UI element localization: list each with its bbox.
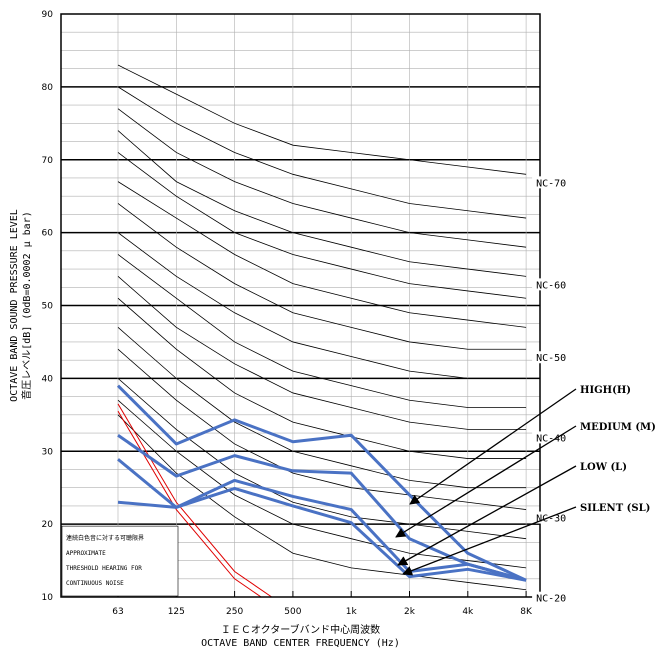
operation-mode-series	[116, 384, 527, 582]
x-tick-label: 4k	[462, 607, 474, 617]
x-tick-label: 125	[168, 607, 185, 617]
x-tick-labels: 63 125 250 500 1k 2k 4k 8K	[112, 607, 533, 617]
mode-series-line	[117, 486, 527, 582]
callout-arrow	[402, 506, 577, 576]
callout-arrow	[397, 465, 577, 566]
nc-curve-line	[117, 232, 527, 379]
nc-curve-line	[117, 86, 527, 219]
threshold-curve-line	[117, 403, 272, 598]
mode-series-line	[116, 384, 527, 582]
plot-frame	[60, 13, 541, 598]
y-tick-label: 40	[42, 374, 54, 384]
nc-curve-label: NC-70	[536, 178, 566, 189]
nc-curve-line	[117, 414, 527, 591]
y-axis-label-en: OCTAVE BAND SOUND PRESSURE LEVEL	[9, 209, 20, 402]
threshold-curve-line	[117, 410, 262, 598]
nc-label-bg	[532, 176, 573, 189]
nc-curve-line	[117, 254, 527, 408]
nc-curve-label: NC-60	[536, 280, 566, 291]
mode-series-line	[117, 433, 527, 582]
threshold-note-line: 連続白色音に対する可聴限界	[66, 534, 144, 542]
threshold-note: 連続白色音に対する可聴限界 APPROXIMATE THRESHOLD HEAR…	[61, 525, 179, 597]
threshold-note-line: APPROXIMATE	[66, 550, 106, 557]
y-tick-label: 60	[42, 229, 54, 239]
nc-curve-line	[117, 152, 527, 299]
mode-callouts: HIGH(H) MEDIUM (M) LOW (L) SILENT (SL)	[395, 385, 656, 576]
mode-label: MEDIUM (M)	[580, 422, 656, 433]
nc-curve-line	[117, 378, 527, 540]
callout-arrow	[395, 425, 577, 538]
threshold-note-line: CONTINUOUS NOISE	[66, 580, 124, 587]
mode-label: HIGH(H)	[580, 385, 631, 396]
x-tick-label: 63	[112, 607, 123, 617]
y-tick-label: 20	[42, 520, 54, 530]
mode-label: SILENT (SL)	[580, 503, 650, 514]
threshold-note-box	[61, 525, 179, 597]
nc-curve-labels: NC-70 NC-60 NC-50 NC-40 NC-30 NC-20	[532, 176, 573, 605]
nc-curve-line	[117, 181, 527, 328]
nc-curve-line	[117, 297, 527, 459]
nc-curve-line	[117, 327, 527, 489]
x-tick-label: 8K	[520, 607, 533, 617]
callout-arrow	[409, 388, 577, 505]
nc-curve-line	[117, 108, 527, 248]
x-tick-label: 2k	[404, 607, 416, 617]
nc-curve-line	[117, 276, 527, 430]
nc-curve-line	[117, 130, 527, 277]
x-tick-label: 1k	[346, 607, 358, 617]
x-tick-label: 500	[284, 607, 301, 617]
nc-curve-line	[117, 203, 527, 350]
y-tick-label: 50	[42, 302, 54, 312]
mode-label: LOW (L)	[580, 462, 627, 473]
nc-label-bg	[532, 591, 573, 604]
y-tick-labels: 10 20 30 40 50 60 70 80 90	[42, 10, 54, 603]
x-axis-label-jp: ＩＥＣオクターブバンド中心周波数	[221, 623, 380, 636]
threshold-note-line: THRESHOLD HEARING FOR	[66, 565, 142, 572]
nc-curve-label: NC-20	[536, 594, 566, 605]
nc-curve-line	[117, 64, 527, 175]
nc-label-bg	[532, 351, 573, 364]
y-tick-label: 10	[42, 593, 54, 603]
y-tick-label: 70	[42, 156, 54, 166]
nc-curve-label: NC-40	[536, 433, 566, 444]
y-axis-label-jp: 音圧レベル[dB] (0dB=0.0002 μ bar)	[20, 211, 33, 399]
threshold-curves	[117, 403, 272, 598]
y-tick-label: 30	[42, 447, 54, 457]
y-tick-label: 80	[42, 83, 54, 93]
nc-curve-label: NC-30	[536, 514, 566, 525]
y-tick-label: 90	[42, 10, 54, 20]
nc-label-bg	[532, 278, 573, 291]
x-axis-label-en: OCTAVE BAND CENTER FREQUENCY (Hz)	[201, 638, 400, 649]
nc-curve-line	[117, 348, 527, 510]
nc-curve-label: NC-50	[536, 353, 566, 364]
x-tick-label: 250	[226, 607, 243, 617]
